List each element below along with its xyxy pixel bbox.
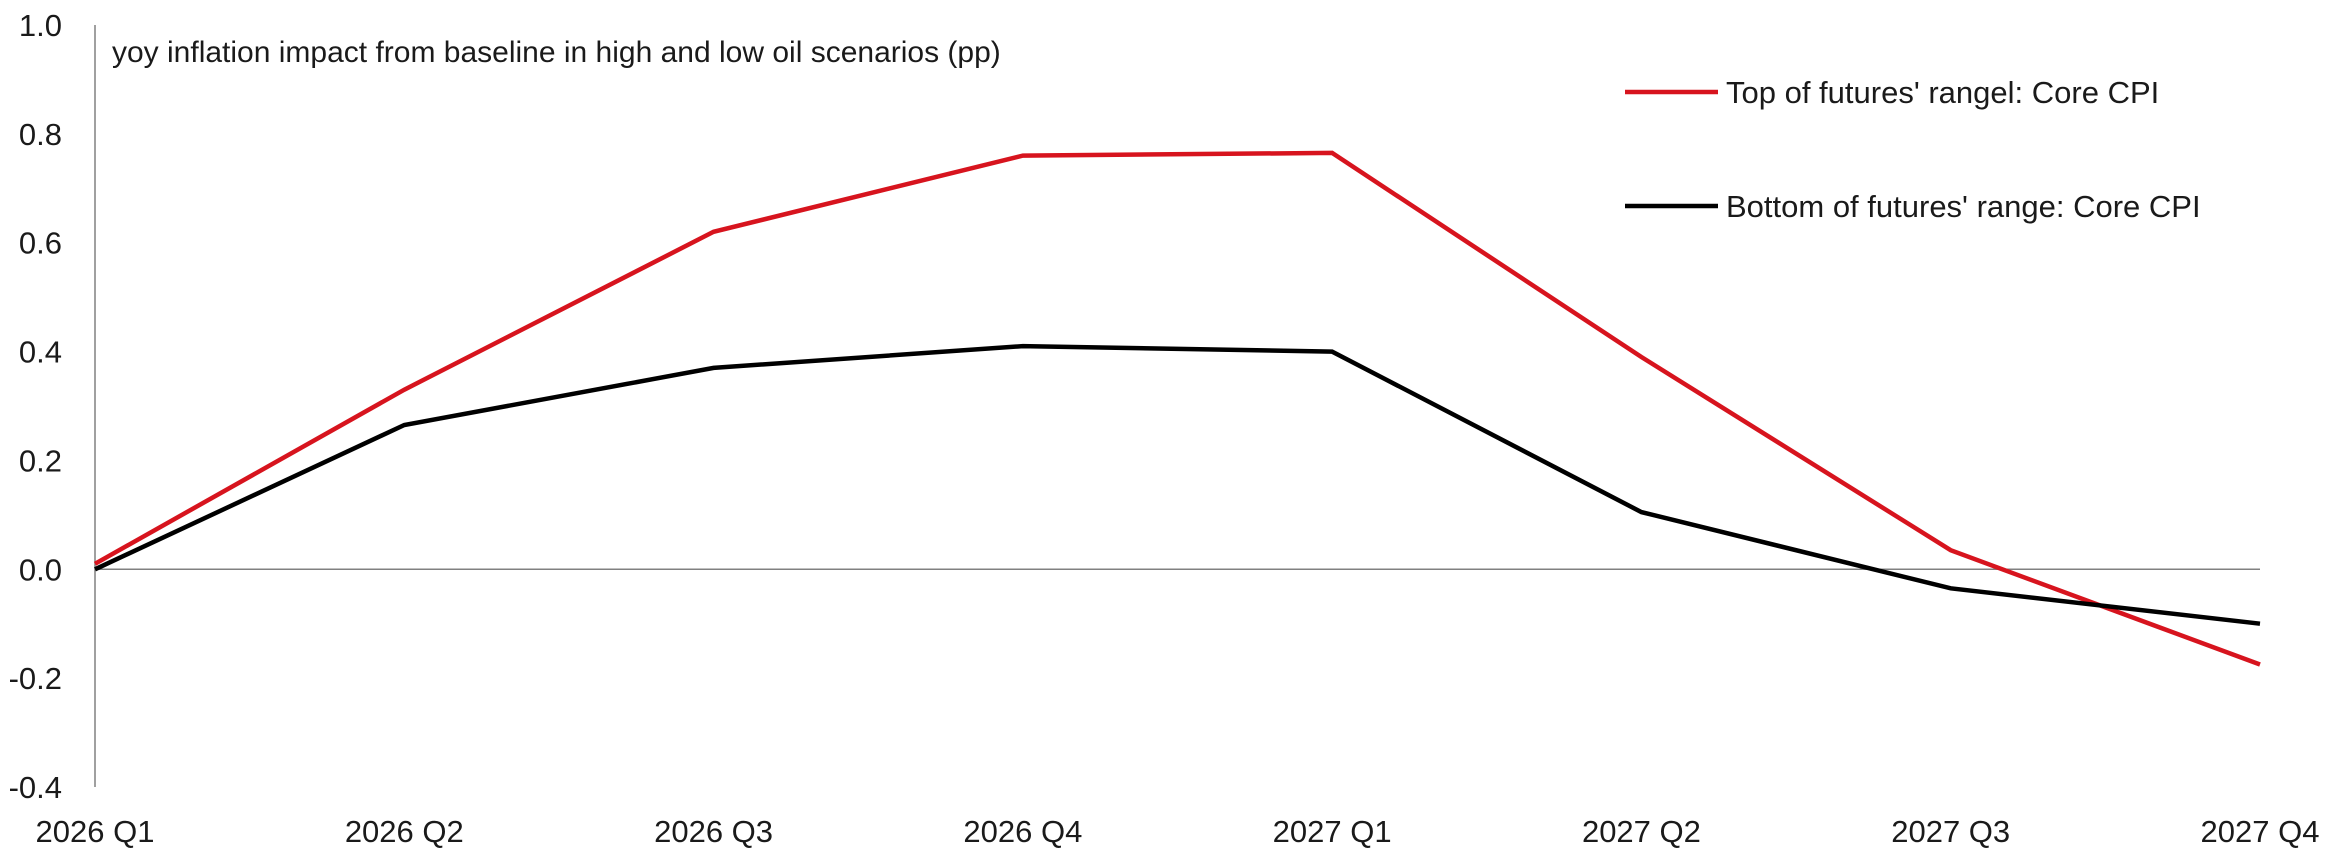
y-tick-label: 0.8 — [19, 117, 62, 152]
chart-title: yoy inflation impact from baseline in hi… — [112, 36, 1001, 69]
series-layer — [93, 150, 2261, 667]
x-tick-label: 2027 Q4 — [2201, 814, 2320, 849]
x-tick-label: 2027 Q3 — [1891, 814, 2010, 849]
x-tick-label: 2027 Q2 — [1582, 814, 1701, 849]
x-tick-label: 2026 Q3 — [654, 814, 773, 849]
y-tick-label: 0.4 — [19, 335, 62, 370]
legend-label: Top of futures' rangel: Core CPI — [1726, 75, 2159, 110]
y-tick-label: 0.6 — [19, 226, 62, 261]
series-line-bottom-of-futures-range — [94, 343, 2261, 626]
y-tick-label: 1.0 — [19, 8, 62, 43]
x-axis: 2026 Q1 2026 Q2 2026 Q3 2026 Q4 2027 Q1 2027 … — [36, 568, 2320, 849]
y-axis: 1.0 0.8 0.6 0.4 0.2 0.0 -0.2 -0.4 — [9, 8, 96, 805]
y-tick-label: -0.4 — [9, 770, 62, 805]
y-tick-label: -0.2 — [9, 661, 62, 696]
x-tick-label: 2026 Q1 — [36, 814, 155, 849]
y-tick-label: 0.0 — [19, 552, 62, 587]
x-tick-label: 2026 Q2 — [345, 814, 464, 849]
x-tick-label: 2027 Q1 — [1273, 814, 1392, 849]
legend-label: Bottom of futures' range: Core CPI — [1726, 189, 2201, 224]
legend: Top of futures' rangel: Core CPI Bottom o… — [1625, 75, 2201, 224]
series-line-top-of-futures-range — [93, 150, 2261, 667]
y-tick-label: 0.2 — [19, 443, 62, 478]
x-tick-label: 2026 Q4 — [963, 814, 1082, 849]
